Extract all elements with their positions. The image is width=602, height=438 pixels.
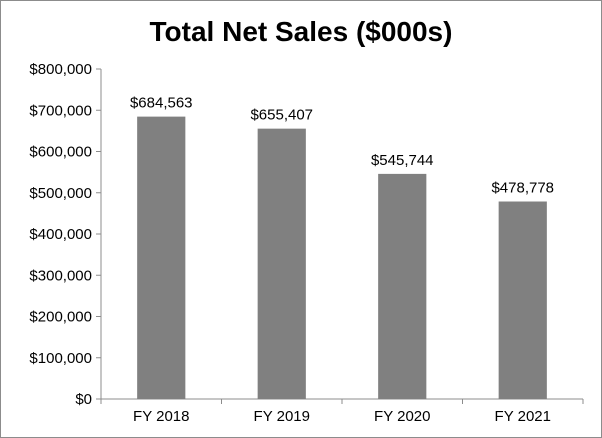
y-tick-label: $100,000 — [29, 350, 92, 367]
bar — [378, 173, 427, 399]
y-tick-label: $200,000 — [29, 309, 92, 326]
bar — [137, 116, 186, 399]
bars — [137, 116, 547, 399]
bar — [498, 201, 547, 399]
data-labels: $684,563 $655,407 $545,744 $478,778 — [130, 95, 554, 197]
x-tick-label: FY 2019 — [254, 408, 310, 425]
y-tick-label: $0 — [75, 391, 92, 408]
data-label: $684,563 — [130, 95, 193, 112]
y-tick-label: $300,000 — [29, 267, 92, 284]
x-axis: FY 2018 FY 2019 FY 2020 FY 2021 — [100, 398, 584, 425]
x-tick-label: FY 2021 — [495, 408, 551, 425]
chart-title: Total Net Sales ($000s) — [150, 16, 453, 47]
data-label: $478,778 — [491, 180, 554, 197]
bar — [257, 128, 306, 399]
x-tick-label: FY 2020 — [374, 408, 430, 425]
data-label: $545,744 — [371, 152, 434, 169]
y-tick-label: $500,000 — [29, 185, 92, 202]
y-axis: $0 $100,000 $200,000 $300,000 $400,000 $500,0… — [29, 61, 102, 408]
y-tick-label: $800,000 — [29, 61, 92, 78]
data-label: $655,407 — [250, 107, 313, 124]
y-tick-label: $700,000 — [29, 102, 92, 119]
y-tick-label: $600,000 — [29, 144, 92, 161]
y-tick-label: $400,000 — [29, 226, 92, 243]
x-tick-label: FY 2018 — [133, 408, 189, 425]
